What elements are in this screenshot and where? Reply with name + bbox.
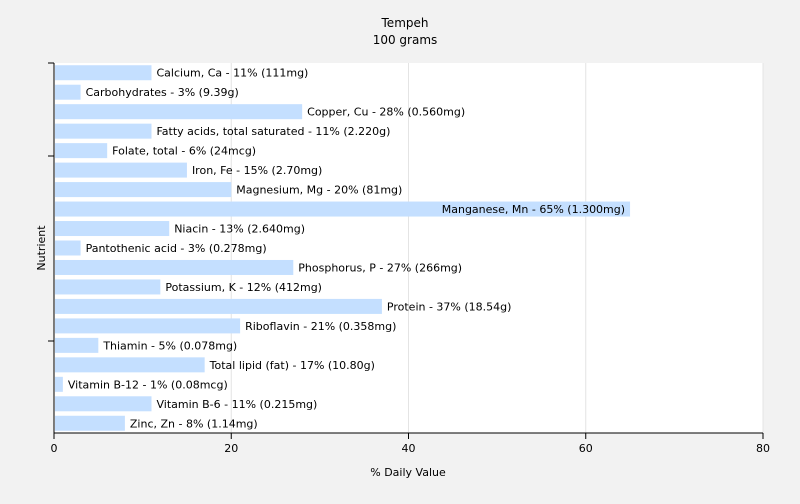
y-axis-label: Nutrient xyxy=(35,225,48,271)
bar-label: Protein - 37% (18.54g) xyxy=(387,300,512,313)
bar xyxy=(55,143,108,159)
bar xyxy=(55,65,152,81)
bar-label: Carbohydrates - 3% (9.39g) xyxy=(86,86,239,99)
x-tick-label: 60 xyxy=(579,442,593,455)
bar-label: Folate, total - 6% (24mcg) xyxy=(112,145,256,158)
bar xyxy=(55,279,161,295)
bar-label: Vitamin B-12 - 1% (0.08mcg) xyxy=(68,378,228,391)
x-tick-label: 20 xyxy=(224,442,238,455)
bar-label: Magnesium, Mg - 20% (81mg) xyxy=(236,184,402,197)
bar-label: Riboflavin - 21% (0.358mg) xyxy=(245,320,396,333)
bar-label: Total lipid (fat) - 17% (10.80g) xyxy=(209,359,375,372)
bar xyxy=(55,201,631,217)
bar-label: Copper, Cu - 28% (0.560mg) xyxy=(307,106,465,119)
bar-label: Pantothenic acid - 3% (0.278mg) xyxy=(86,242,267,255)
bar-label: Niacin - 13% (2.640mg) xyxy=(174,223,305,236)
bar-label: Fatty acids, total saturated - 11% (2.22… xyxy=(156,125,390,138)
bars: Calcium, Ca - 11% (111mg) Carbohydrates -… xyxy=(55,65,631,431)
bar-label: Potassium, K - 12% (412mg) xyxy=(165,281,322,294)
bar xyxy=(55,376,63,392)
bar xyxy=(55,123,152,139)
bar-label: Manganese, Mn - 65% (1.300mg) xyxy=(442,203,625,216)
bar xyxy=(55,396,152,412)
bar xyxy=(55,415,125,431)
bar xyxy=(55,298,382,314)
bar xyxy=(55,337,99,353)
bar xyxy=(55,240,81,256)
bar-label: Thiamin - 5% (0.078mg) xyxy=(102,339,237,352)
bar-label: Vitamin B-6 - 11% (0.215mg) xyxy=(156,398,317,411)
bar-label: Phosphorus, P - 27% (266mg) xyxy=(298,261,462,274)
bar xyxy=(55,221,170,237)
x-tick-label: 80 xyxy=(756,442,770,455)
bar-label: Calcium, Ca - 11% (111mg) xyxy=(156,67,308,80)
bar xyxy=(55,84,81,100)
x-tick-label: 0 xyxy=(51,442,58,455)
bar xyxy=(55,104,303,120)
bar xyxy=(55,259,294,275)
bar-label: Iron, Fe - 15% (2.70mg) xyxy=(192,164,322,177)
chart-title: Tempeh xyxy=(381,16,429,30)
bar xyxy=(55,318,241,334)
bar xyxy=(55,357,205,373)
bar xyxy=(55,182,232,198)
bar xyxy=(55,162,187,178)
bar-label: Zinc, Zn - 8% (1.14mg) xyxy=(130,417,258,430)
x-tick-label: 40 xyxy=(402,442,416,455)
x-axis-label: % Daily Value xyxy=(370,466,446,479)
chart-subtitle: 100 grams xyxy=(373,33,438,47)
axes: 0 20 40 60 80 xyxy=(48,62,770,455)
